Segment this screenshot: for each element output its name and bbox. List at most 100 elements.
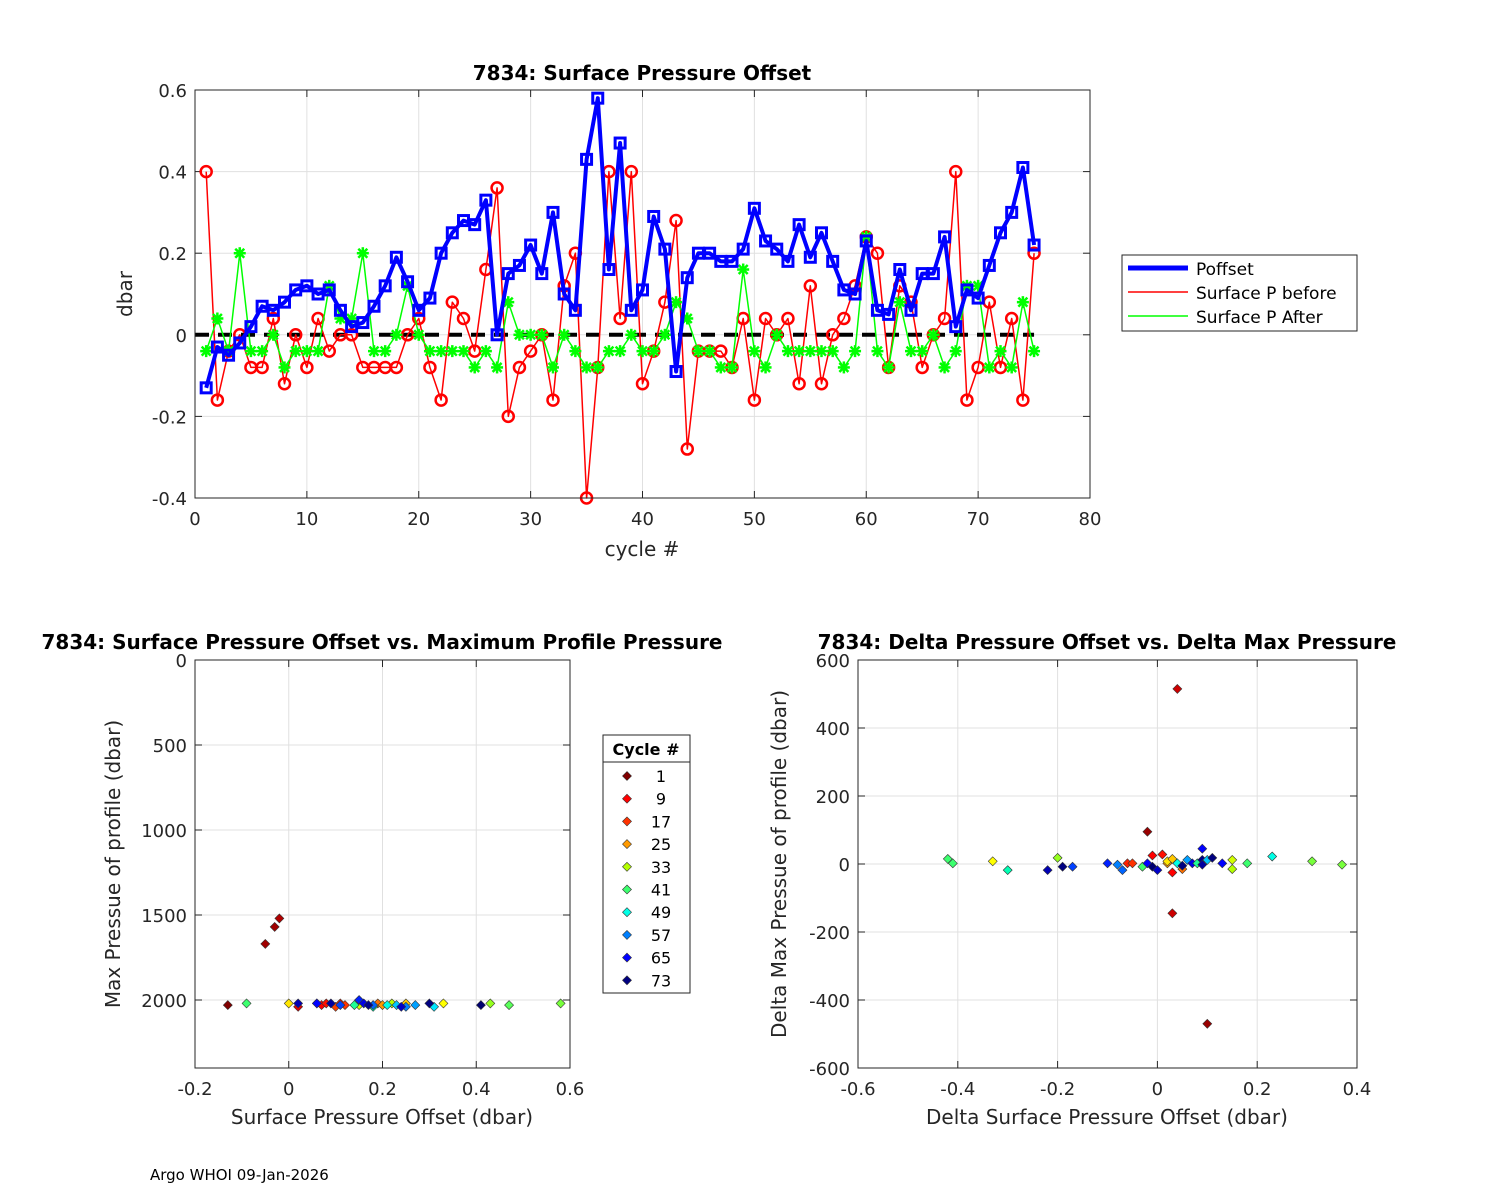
poffset-marker (680, 271, 694, 285)
poffset-marker (546, 205, 560, 219)
x-tick-label: 50 (743, 509, 766, 530)
poffset-marker (367, 299, 381, 313)
surface-p-before-marker (624, 164, 639, 179)
surface-p-after-marker (580, 361, 593, 374)
scatter-point (396, 1001, 407, 1012)
legend-label-cycle-73: 73 (651, 971, 671, 990)
legend-marker-cycle-65 (622, 952, 632, 963)
poffset-marker (893, 263, 907, 277)
chart2-legend-box (602, 734, 691, 994)
legend-marker-cycle-57 (622, 929, 632, 940)
asterisk-stroke (256, 345, 268, 357)
surface-p-after-marker (524, 328, 537, 341)
scatter-point (1157, 849, 1168, 860)
surface-p-after-marker (468, 361, 481, 374)
surface-p-before-marker (814, 377, 829, 391)
y-tick-label: -400 (809, 991, 850, 1012)
chart3-points (942, 683, 1347, 1029)
scatter-point (260, 938, 271, 949)
surface-p-before-marker (277, 377, 292, 391)
surface-p-before-marker (266, 311, 281, 326)
surface-p-after-marker (692, 345, 705, 358)
asterisk-stroke (614, 345, 626, 357)
surface-p-after-marker (1028, 345, 1041, 358)
scatter-point (274, 913, 285, 924)
asterisk-stroke (939, 362, 950, 373)
asterisk-stroke (659, 329, 671, 341)
asterisk-stroke (245, 345, 257, 357)
asterisk-stroke (312, 345, 324, 357)
surface-p-after-marker (815, 345, 828, 358)
surface-p-after-marker (390, 328, 403, 341)
scatter-point (555, 998, 566, 1009)
surface-p-after-marker (513, 328, 526, 341)
poffset-marker (926, 267, 940, 281)
legend-label-cycle-9: 9 (656, 790, 666, 809)
surface-p-after-marker (256, 345, 269, 358)
poffset-marker (535, 267, 549, 281)
surface-p-after-marker (625, 328, 638, 341)
y-tick-label: -0.2 (152, 407, 187, 428)
surface-p-after-marker (300, 345, 313, 358)
poffset-marker (512, 258, 526, 272)
surface-p-after-marker (479, 345, 492, 358)
chart1-series (195, 91, 1041, 505)
scatter-point (349, 1000, 360, 1011)
asterisk-stroke (849, 345, 861, 357)
surface-p-after-marker (614, 345, 627, 358)
asterisk-stroke (536, 329, 548, 341)
poffset-marker (770, 242, 784, 256)
poffset-marker (490, 328, 504, 342)
surface-p-after-marker (882, 361, 895, 374)
x-tick-label: 0.4 (462, 1079, 491, 1100)
surface-p-after-marker (200, 345, 213, 358)
surface-p-before-marker (781, 311, 795, 326)
chart1-tick-labels: 0 10 20 30 40 50 60 70 80 -0.4 -0.2 0 0.2 0.4 0.6 (152, 81, 1102, 530)
scatter-point (485, 998, 496, 1009)
surface-p-after-marker (793, 345, 806, 358)
surface-p-after-marker (558, 328, 571, 341)
y-tick-label: 1000 (141, 821, 187, 842)
chart1-ylabel: dbar (113, 270, 137, 317)
legend-label-cycle-41: 41 (651, 881, 671, 900)
x-tick-label: 70 (967, 509, 990, 530)
asterisk-stroke (983, 362, 995, 373)
poffset-marker (815, 226, 828, 240)
surface-p-before-marker (1004, 311, 1019, 326)
poffset-marker (266, 303, 280, 317)
poffset-marker (725, 254, 739, 268)
asterisk-stroke (413, 329, 425, 341)
surface-p-before-marker (445, 295, 460, 309)
surface-p-after-marker (916, 345, 929, 358)
poffset-marker (971, 291, 985, 305)
asterisk-stroke (592, 362, 604, 373)
asterisk-stroke (1028, 345, 1040, 357)
scatter-point (1202, 1018, 1213, 1029)
chart3-xlabel: Delta Surface Pressure Offset (dbar) (926, 1105, 1288, 1129)
poffset-marker (389, 250, 403, 264)
asterisk-stroke (693, 345, 704, 357)
scatter-point (987, 856, 998, 867)
asterisk-stroke (648, 345, 660, 357)
x-tick-label: 80 (1079, 509, 1102, 530)
surface-p-before-marker (434, 393, 448, 407)
scatter-point (1152, 865, 1163, 876)
scatter-point (504, 1000, 514, 1011)
asterisk-stroke (872, 345, 883, 357)
poffset-marker (244, 320, 258, 334)
scatter-point (326, 998, 336, 1009)
scatter-point (1117, 865, 1128, 876)
y-tick-label: 0.6 (158, 81, 187, 102)
y-tick-label: -200 (809, 923, 850, 944)
scatter-point (1227, 864, 1238, 875)
scatter-point (293, 998, 304, 1009)
poffset-marker (199, 381, 213, 395)
poffset-marker (602, 263, 616, 277)
surface-p-before-marker (747, 393, 762, 407)
legend-label-surface-p-after: Surface P After (1196, 308, 1323, 328)
scatter-point (1172, 683, 1183, 694)
surface-p-after-marker (759, 361, 772, 374)
chart3-tick-labels: -0.6 -0.4 -0.2 0 0.2 0.4 -600 -400 -200 0 200 400 60… (809, 651, 1371, 1100)
scatter-point (1142, 826, 1153, 837)
asterisk-stroke (883, 362, 895, 373)
